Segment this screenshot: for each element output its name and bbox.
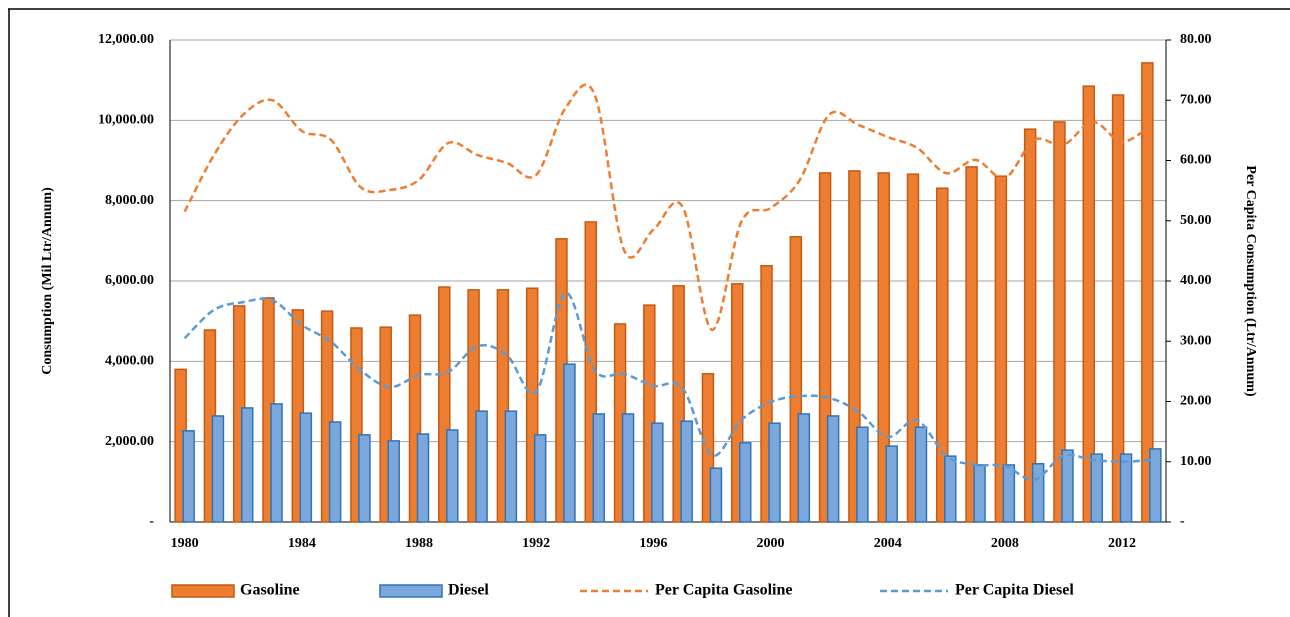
bar	[240, 407, 254, 523]
bar	[906, 173, 920, 523]
y2-tick-label: 30.00	[1180, 333, 1212, 348]
bar	[1149, 448, 1162, 523]
bar	[1023, 128, 1037, 523]
y2-tick-label: 40.00	[1180, 273, 1212, 288]
bar	[730, 283, 744, 523]
x-tick-label: 2008	[991, 536, 1019, 551]
bar	[504, 410, 518, 523]
legend: Gasoline Diesel Per Capita Gasoline Per Cap…	[171, 582, 1074, 599]
y2-tick-label: 20.00	[1180, 394, 1212, 409]
x-tick-label: 1984	[288, 536, 316, 551]
x-tick-label: 2004	[874, 536, 902, 551]
bar	[416, 433, 430, 523]
bar	[1111, 94, 1125, 523]
line	[183, 291, 1152, 482]
bar	[672, 285, 685, 523]
legend-marker	[171, 584, 235, 598]
bar	[914, 426, 928, 523]
bar	[328, 421, 342, 523]
y-tick-label: 2,000.00	[105, 434, 154, 449]
bar	[973, 464, 986, 523]
x-tick-label: 1988	[405, 536, 433, 551]
x-tick-label: 2012	[1108, 536, 1136, 551]
bar	[446, 429, 459, 523]
bar	[797, 413, 811, 523]
legend-label: Per Capita Diesel	[955, 582, 1074, 599]
y2-tick-label: 60.00	[1180, 153, 1212, 168]
bar	[848, 170, 861, 523]
bar	[621, 413, 635, 523]
bar	[467, 289, 480, 523]
bar	[182, 430, 195, 523]
y2-tick-label: -	[1180, 514, 1185, 529]
bar	[387, 440, 400, 523]
legend-label: Gasoline	[240, 582, 300, 599]
bar	[299, 412, 313, 523]
bar	[760, 264, 773, 523]
y2-tick-label: 80.00	[1180, 32, 1212, 47]
bar	[856, 426, 869, 523]
bar	[826, 415, 840, 523]
bar	[643, 304, 656, 523]
line	[183, 83, 1153, 332]
bar	[651, 422, 664, 523]
bar	[789, 236, 803, 523]
y2-tick-label: 50.00	[1180, 213, 1212, 228]
bar	[818, 172, 832, 523]
bar	[680, 420, 693, 523]
bar	[1031, 463, 1045, 523]
bar	[1141, 62, 1154, 523]
legend-label: Diesel	[448, 582, 489, 599]
bar	[1119, 453, 1133, 523]
y-tick-label: 10,000.00	[98, 113, 154, 128]
bar	[438, 286, 451, 523]
bar	[944, 455, 957, 523]
bar	[1061, 449, 1074, 523]
bar	[965, 166, 978, 523]
bar	[350, 327, 363, 523]
bar	[320, 310, 334, 523]
bar	[768, 422, 781, 523]
bar	[379, 326, 392, 523]
y-tick-label: 6,000.00	[105, 273, 154, 288]
bar	[358, 434, 371, 523]
bar	[994, 175, 1008, 523]
y2-tick-label: 70.00	[1180, 92, 1212, 107]
x-tick-label: 1996	[639, 536, 667, 551]
bar	[525, 287, 539, 523]
y2-axis-title: Per Capita Consumption (Ltr/Annum)	[1243, 165, 1258, 396]
bar	[1090, 453, 1104, 523]
x-tick-label: 1980	[171, 536, 199, 551]
y2-tick-label: 10.00	[1180, 454, 1212, 469]
y-tick-label: -	[149, 514, 154, 529]
bar	[1053, 121, 1066, 523]
bar	[496, 289, 510, 523]
bar	[709, 467, 723, 523]
bar	[475, 410, 488, 523]
bar	[738, 442, 752, 523]
y-tick-label: 8,000.00	[105, 193, 154, 208]
x-tick-label: 1992	[522, 536, 550, 551]
bar	[936, 187, 949, 523]
legend-marker	[379, 584, 443, 598]
bar	[270, 403, 283, 523]
bar	[211, 415, 225, 523]
y-axis-title: Consumption (Mil Ltr/Annum)	[40, 187, 55, 375]
bar	[877, 172, 890, 523]
y-tick-label: 12,000.00	[98, 32, 154, 47]
bar	[1002, 464, 1016, 523]
bar	[408, 314, 422, 523]
bar	[885, 445, 898, 523]
bar	[1082, 85, 1096, 523]
bar	[701, 373, 715, 523]
legend-label: Per Capita Gasoline	[655, 582, 792, 599]
x-tick-label: 2000	[757, 536, 785, 551]
bar	[592, 413, 606, 523]
y-tick-label: 4,000.00	[105, 354, 154, 369]
bar	[563, 363, 576, 523]
bar	[533, 434, 547, 523]
